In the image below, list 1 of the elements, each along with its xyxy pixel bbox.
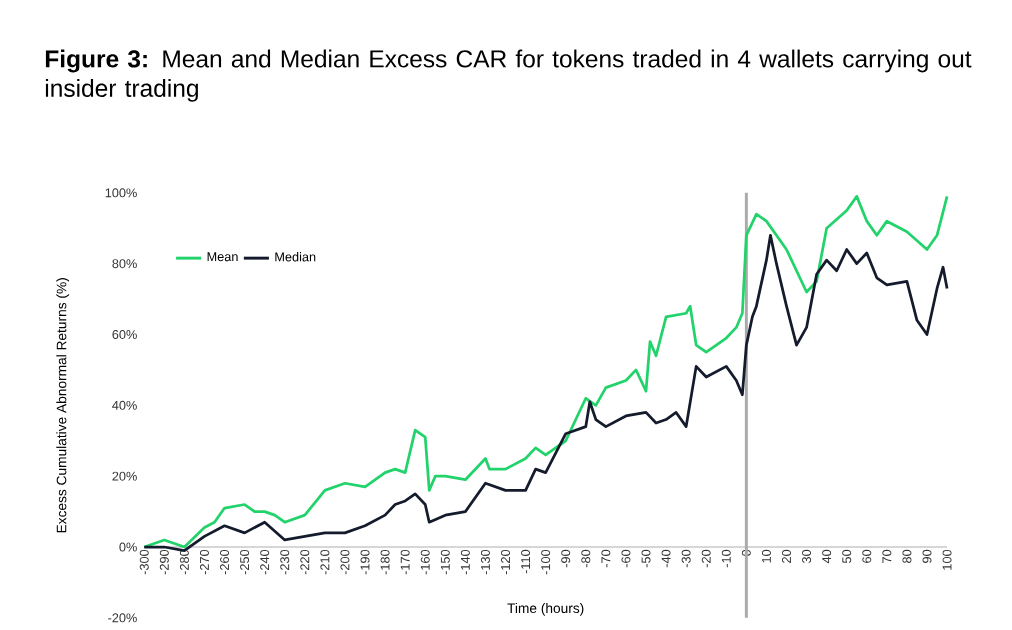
chart-title: Figure 3: Mean and Median Excess CAR for tokens traded in 4 wallets carrying out insider trading	[45, 49, 972, 102]
